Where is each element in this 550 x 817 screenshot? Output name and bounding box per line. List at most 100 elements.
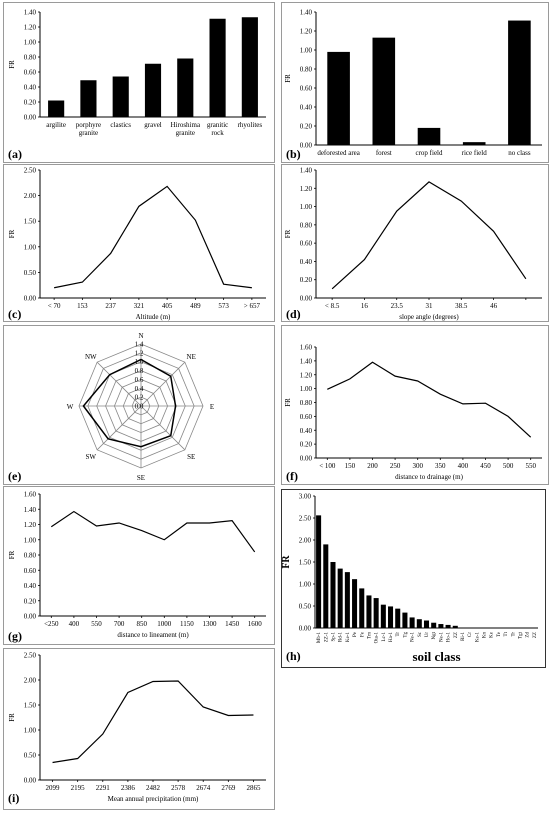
f-xtick-label: < 100 [319,462,336,470]
h-xtick-label: Ke [490,631,495,638]
e-spoke [140,405,186,451]
h-xtick-label: Tg [403,632,408,638]
e-rtick-label: 0.8 [135,367,144,375]
b-xtick-label: deforested area [317,149,360,157]
h-xtick-label: Ha-1 [389,632,394,642]
a-ytick-label: 1.40 [24,9,37,17]
g-ytick-label: 0.20 [24,597,37,605]
h-xtick-label: Ur [425,632,430,638]
d-xtick-label: 46 [490,302,498,310]
i-xlabel: Mean annual precipitation (mm) [108,795,199,803]
a-ylabel: FR [8,60,16,69]
d-ytick-label: 0.80 [300,221,313,229]
d-ytick-label: 1.40 [300,167,313,175]
f-ytick-label: 0.40 [300,427,313,435]
g-xtick-label: 1150 [180,620,194,628]
a-bar [144,63,162,117]
f-xtick-label: 150 [345,462,356,470]
a-xtick-label: granite [176,129,195,137]
g-ytick-label: 0.40 [24,582,37,590]
e-rtick-label: 0.6 [135,376,144,384]
g-ytick-label: 0.60 [24,567,37,575]
g-xtick-label: 1000 [157,620,172,628]
b-bar [508,20,531,145]
f-xlabel: distance to drainage (m) [395,473,464,481]
f-ytick-label: 1.40 [300,357,313,365]
h-xtick-label: Ri-1 [461,632,466,641]
f-ylabel: FR [284,398,292,407]
h-ytick-label: 2.00 [299,537,312,545]
h-xtick-label: Ota-1 [375,632,380,644]
h-xtick-label: ZZ [533,632,538,638]
i-xtick-label: 2769 [221,784,236,792]
h-xtick-label: Fe [360,631,365,637]
a-xtick-label: granitic [207,121,228,129]
h-bar [380,604,386,628]
c-xtick-label: 489 [190,302,201,310]
h-bar [323,544,329,628]
e-rtick-label: 1.2 [135,349,144,357]
h-ytick-label: 1.00 [299,581,312,589]
g-xtick-label: 400 [69,620,80,628]
h-ytick-label: 2.50 [299,515,312,523]
g-xtick-label: 700 [114,620,125,628]
g-xtick-label: 850 [136,620,147,628]
g-ytick-label: 1.20 [24,521,37,529]
f-xtick-label: 400 [458,462,469,470]
c-xlabel: Altitude (m) [136,313,171,321]
f-ytick-label: 0.60 [300,413,313,421]
d-ytick-label: 0.60 [300,240,313,248]
b-xtick-label: crop field [415,149,443,157]
h-bar [388,606,394,628]
h-xtick-label: Tt [504,631,509,636]
a-bar [177,58,194,117]
b-ylabel: FR [284,74,292,83]
h-bar [330,562,336,628]
c-ytick-label: 2.50 [24,167,37,175]
h-xtick-label: Pe [353,631,358,637]
f-ytick-label: 0.00 [300,455,313,463]
c-xtick-label: > 657 [244,302,261,310]
h-bar [431,622,437,628]
i-ytick-label: 0.50 [24,752,37,760]
b-ytick-label: 0.20 [300,123,313,131]
c-xtick-label: < 70 [48,302,61,310]
i-ytick-label: 2.50 [24,652,37,660]
h-bar [445,624,451,628]
b-xtick-label: no class [508,149,531,157]
c-xtick-label: 153 [77,302,88,310]
a-xtick-label: porphyre [76,121,101,129]
e-axis-label: SE [187,453,195,461]
h-bar [395,608,401,628]
h-xtick-label: Sc [418,631,423,637]
h-bar [337,568,343,628]
e-spoke [96,361,142,407]
e-rtick-label: 0.0 [135,403,144,411]
i-xtick-label: 2865 [246,784,261,792]
b-ytick-label: 0.80 [300,66,313,74]
a-ytick-label: 0.80 [24,54,37,62]
i-xtick-label: 2674 [196,784,211,792]
h-bar [409,617,415,628]
h-bar [359,588,365,628]
a-ytick-label: 0.20 [24,99,37,107]
f-xtick-label: 450 [480,462,491,470]
a-xtick-label: Hiroshima [171,121,201,129]
h-bar [366,595,372,628]
b-ytick-label: 0.60 [300,85,313,93]
i-panel-label: (i) [8,791,19,805]
d-ytick-label: 0.40 [300,258,313,266]
g-ytick-label: 1.40 [24,506,37,514]
b-xtick-label: rice field [462,149,488,157]
d-ytick-label: 0.00 [300,295,313,303]
f-ytick-label: 1.20 [300,371,313,379]
d-xtick-label: 16 [361,302,369,310]
e-spoke [96,405,142,451]
i-ytick-label: 1.50 [24,702,37,710]
chart-panel-d [281,164,549,322]
h-xtick-label: Kn [483,632,488,639]
a-bar [80,80,97,117]
f-ytick-label: 0.20 [300,441,313,449]
e-panel-label: (e) [8,469,21,483]
a-bar [241,17,258,117]
